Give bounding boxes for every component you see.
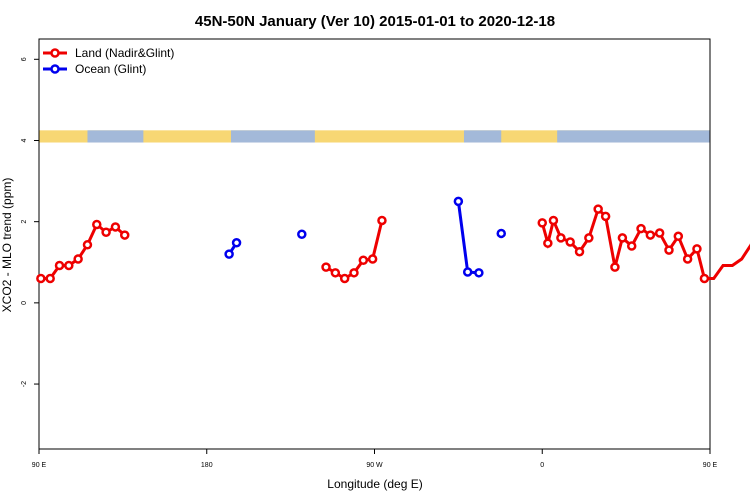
map-band xyxy=(39,130,710,143)
series-line xyxy=(456,201,479,275)
y-tick-label: 2 xyxy=(21,220,28,224)
x-axis-label: Longitude (deg E) xyxy=(327,477,422,491)
data-point xyxy=(682,254,693,264)
data-point xyxy=(537,218,547,228)
data-point xyxy=(119,230,130,240)
data-point xyxy=(556,233,566,243)
data-point xyxy=(54,260,65,271)
data-point xyxy=(358,255,369,265)
y-tick-label: -2 xyxy=(21,381,28,387)
data-point xyxy=(64,260,74,271)
data-point xyxy=(82,240,93,250)
series-1 xyxy=(224,196,506,278)
y-axis: -2 0 2 4 6 xyxy=(21,57,39,387)
data-point xyxy=(474,268,484,278)
data-point xyxy=(92,219,102,230)
data-point xyxy=(600,211,611,222)
series-0 xyxy=(36,204,750,284)
data-point xyxy=(548,215,559,226)
data-point xyxy=(636,223,646,234)
data-point xyxy=(664,245,674,255)
x-axis: 90 E 180 90 W 0 90 E xyxy=(32,449,718,469)
data-point xyxy=(339,273,350,284)
data-point xyxy=(496,228,506,239)
data-point xyxy=(673,231,684,242)
series-line xyxy=(40,222,126,281)
data-point xyxy=(699,273,710,284)
y-tick-label: 4 xyxy=(21,138,28,142)
data-point xyxy=(297,229,307,240)
x-tick-label: 90 W xyxy=(366,462,383,469)
data-point xyxy=(231,238,242,248)
ocean-band xyxy=(463,130,502,143)
ocean-band xyxy=(557,130,710,143)
data-point xyxy=(453,196,464,207)
data-point xyxy=(565,237,575,247)
chart-title: 45N-50N January (Ver 10) 2015-01-01 to 2… xyxy=(195,13,555,30)
data-point xyxy=(543,238,553,248)
x-tick-label: 90 E xyxy=(703,462,718,469)
data-point xyxy=(584,233,594,243)
y-axis-label: XCO2 - MLO trend (ppm) xyxy=(0,178,14,313)
data-point xyxy=(692,244,702,254)
ocean-band xyxy=(87,130,144,143)
legend: Land (Nadir&Glint) Ocean (Glint) xyxy=(43,46,174,76)
x-tick-label: 0 xyxy=(540,462,544,469)
data-point xyxy=(654,228,665,238)
legend-marker xyxy=(50,64,60,74)
data-point xyxy=(224,249,234,259)
data-point xyxy=(626,241,637,251)
data-point xyxy=(377,215,387,226)
data-point xyxy=(36,273,46,284)
data-point xyxy=(73,254,83,264)
x-tick-label: 90 E xyxy=(32,462,47,469)
land-band xyxy=(39,130,710,143)
data-point xyxy=(462,267,473,277)
data-point xyxy=(101,227,111,237)
data-point xyxy=(367,254,378,264)
data-point xyxy=(349,268,359,278)
data-point xyxy=(45,273,55,284)
data-point xyxy=(110,222,121,232)
data-point xyxy=(617,233,628,243)
x-tick-label: 180 xyxy=(201,462,213,469)
series-layer xyxy=(36,196,750,284)
data-point xyxy=(593,204,603,214)
ocean-band xyxy=(230,130,315,143)
data-point xyxy=(330,268,341,278)
y-tick-label: 6 xyxy=(21,57,28,61)
legend-label: Ocean (Glint) xyxy=(75,62,146,76)
legend-marker xyxy=(50,48,60,58)
data-point xyxy=(321,262,331,272)
y-tick-label: 0 xyxy=(21,301,28,305)
data-point xyxy=(574,246,585,257)
legend-label: Land (Nadir&Glint) xyxy=(75,46,174,60)
data-point xyxy=(645,230,656,240)
data-point xyxy=(610,262,620,272)
